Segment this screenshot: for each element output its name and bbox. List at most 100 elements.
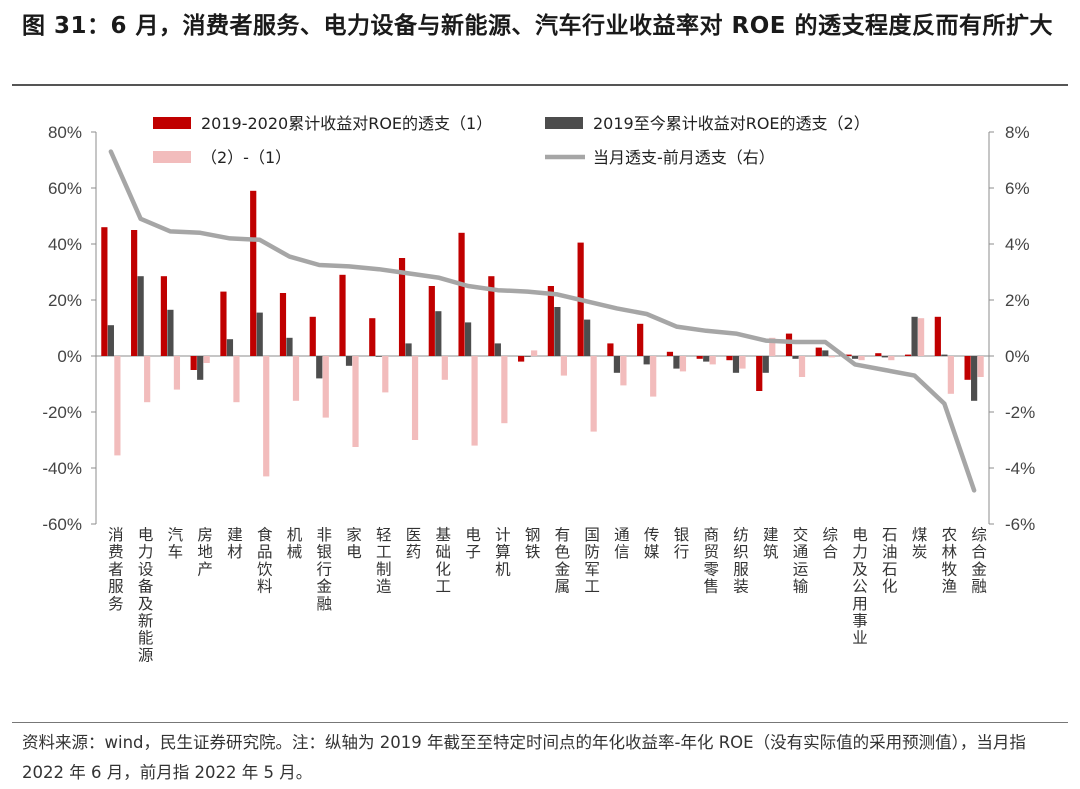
category-label: 消费者服务: [108, 526, 124, 613]
bar-series-3: [679, 356, 687, 372]
left-tick-label: 0%: [57, 347, 82, 366]
right-tick-label: 2%: [1005, 291, 1030, 310]
bar-series-2: [286, 337, 293, 356]
bar-series-1: [339, 274, 346, 356]
bar-series-2: [107, 325, 114, 356]
figure-title: 图 31：6 月，消费者服务、电力设备与新能源、汽车行业收益率对 ROE 的透支…: [22, 13, 1054, 39]
bar-series-2: [911, 316, 918, 356]
bar-series-3: [233, 356, 240, 403]
bar-series-1: [190, 356, 197, 370]
bar-series-2: [345, 356, 353, 366]
category-label: 交通运输: [793, 526, 809, 596]
bar-series-2: [256, 312, 263, 356]
bar-series-1: [488, 276, 495, 356]
category-label: 电力设备及新能源: [138, 526, 154, 664]
bar-series-1: [845, 354, 852, 356]
line-group: [108, 149, 977, 493]
left-tick-label: 40%: [48, 235, 82, 254]
bar-series-3: [441, 356, 448, 380]
bar-series-1: [250, 190, 257, 356]
bar-series-1: [815, 347, 822, 356]
bars-group: [101, 190, 984, 477]
category-label: 有色金属: [555, 526, 571, 596]
bar-series-1: [875, 353, 882, 356]
bar-series-3: [947, 356, 954, 394]
bar-series-2: [167, 309, 174, 356]
bar-series-3: [590, 356, 597, 432]
bar-series-2: [643, 356, 650, 365]
bar-series-1: [696, 356, 703, 359]
category-label: 基础化工: [436, 526, 452, 596]
category-label: 食品饮料: [257, 526, 273, 596]
legend-label: 2019至今累计收益对ROE的透支（2）: [593, 114, 870, 133]
bar-series-2: [584, 319, 591, 356]
category-label: 国防军工: [584, 526, 600, 596]
right-tick-label: -2%: [1005, 403, 1035, 422]
category-label: 家电: [346, 526, 362, 561]
title-rule: [12, 84, 1068, 86]
legend-swatch: [153, 117, 191, 129]
bar-series-1: [756, 356, 763, 391]
category-label: 非银行金融: [316, 526, 332, 613]
bar-series-2: [881, 356, 888, 358]
source-note: 资料来源：wind，民生证券研究院。注：纵轴为 2019 年截至至特定时间点的年…: [22, 733, 1026, 782]
bar-series-1: [428, 286, 435, 356]
bar-series-3: [709, 356, 716, 365]
axes-group: 80% 60% 40% 20% 0% -20% -40% -60% 8% 6% 4% 2% 0% -2% -…: [42, 123, 1035, 534]
category-label: 房地产: [197, 526, 213, 578]
bar-series-3: [352, 356, 359, 447]
bar-series-3: [560, 356, 567, 376]
bar-series-3: [739, 356, 746, 369]
category-label: 轻工制造: [376, 526, 392, 596]
bar-series-1: [726, 356, 733, 361]
bar-series-3: [977, 356, 984, 377]
category-label: 综合: [823, 526, 839, 561]
bar-series-1: [964, 356, 971, 380]
category-label: 商贸零售: [703, 526, 719, 596]
bar-series-3: [501, 356, 508, 424]
bar-series-1: [666, 351, 674, 356]
bar-series-1: [309, 316, 316, 356]
left-tick-label: -40%: [42, 459, 82, 478]
category-label: 纺织服装: [733, 526, 749, 596]
bar-series-1: [547, 286, 554, 356]
bar-series-2: [137, 276, 144, 356]
bar-series-3: [382, 356, 389, 393]
category-label: 钢铁: [525, 526, 541, 561]
left-tick-label: 20%: [48, 291, 82, 310]
legend-swatch: [545, 117, 583, 129]
category-label: 医药: [406, 526, 422, 561]
bar-series-1: [637, 323, 644, 356]
bar-series-2: [316, 356, 323, 379]
bar-series-3: [292, 356, 300, 401]
bar-series-3: [828, 356, 835, 358]
bar-series-3: [471, 356, 478, 446]
bar-series-2: [494, 343, 501, 356]
category-label: 电子: [465, 526, 481, 561]
bar-series-3: [531, 350, 538, 356]
bar-series-1: [458, 232, 465, 356]
bar-series-3: [263, 356, 270, 477]
right-tick-label: -6%: [1005, 515, 1035, 534]
category-label: 计算机: [495, 526, 511, 578]
legend: 2019-2020累计收益对ROE的透支（1） 2019至今累计收益对ROE的透支…: [153, 114, 870, 167]
bar-series-1: [518, 356, 525, 362]
left-tick-label: 60%: [48, 179, 82, 198]
bar-series-1: [785, 333, 793, 356]
bar-series-2: [554, 307, 561, 356]
category-label: 机械: [287, 526, 303, 561]
bar-series-2: [851, 356, 859, 359]
bar-series-1: [279, 293, 287, 356]
bar-series-2: [941, 354, 948, 356]
category-labels: 消费者服务电力设备及新能源汽车房地产建材食品饮料机械非银行金融家电轻工制造医药基…: [108, 526, 987, 664]
chart-canvas: 80% 60% 40% 20% 0% -20% -40% -60% 8% 6% 4% 2% 0% -2% -…: [42, 114, 1035, 664]
category-label: 农林牧渔: [942, 526, 958, 596]
right-tick-label: 6%: [1005, 179, 1030, 198]
bar-series-2: [613, 356, 621, 373]
bar-series-1: [131, 230, 138, 356]
bar-series-1: [934, 316, 941, 356]
bar-series-1: [220, 291, 227, 356]
left-tick-label: 80%: [48, 123, 82, 142]
category-label: 传媒: [644, 526, 660, 561]
category-label: 汽车: [168, 526, 184, 561]
